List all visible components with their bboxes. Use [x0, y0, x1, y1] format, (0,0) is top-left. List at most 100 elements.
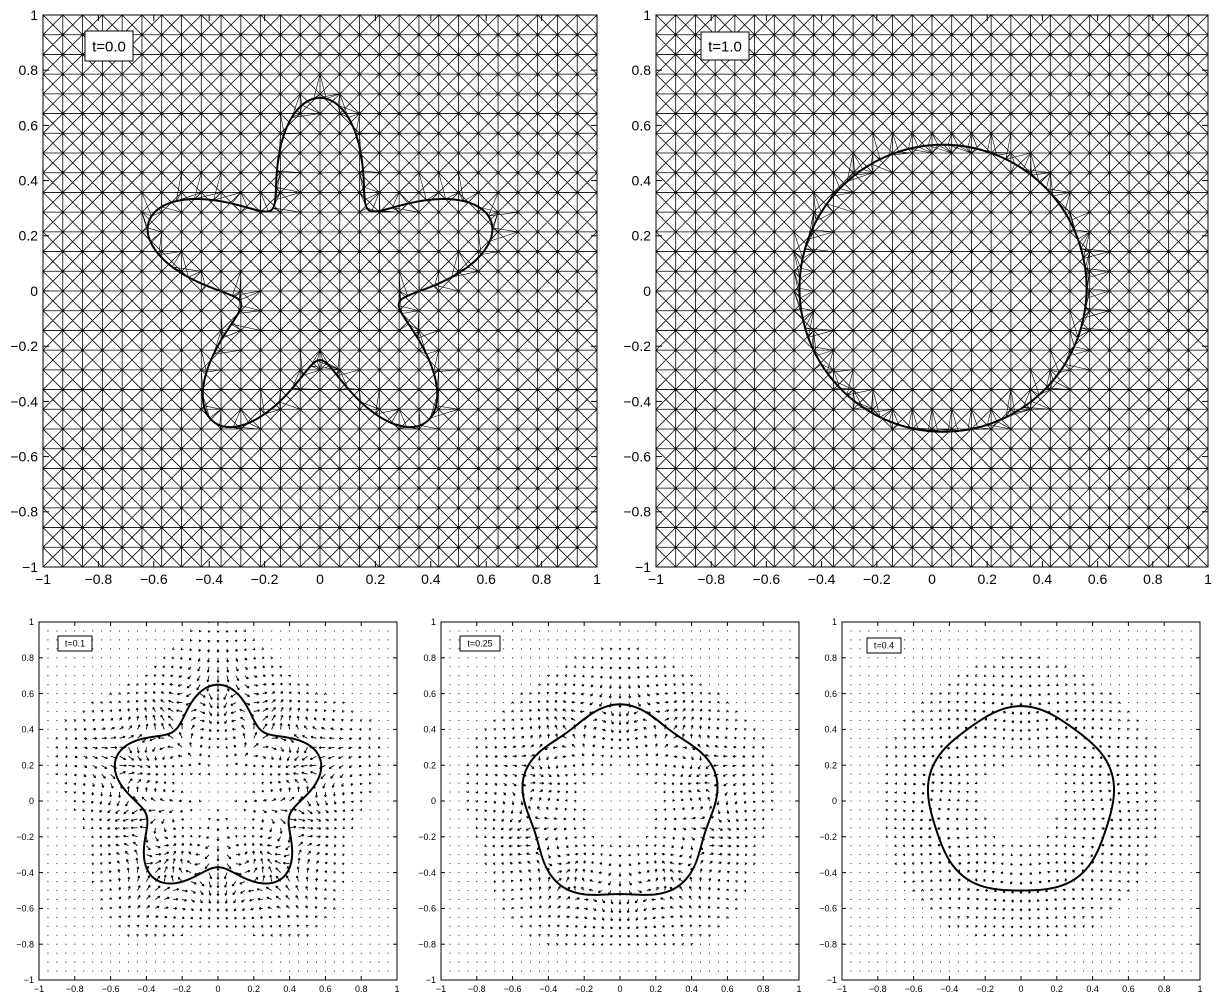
field-arrow-head: [264, 691, 268, 695]
field-dot: [700, 657, 702, 659]
field-arrow: [328, 764, 335, 769]
field-dot: [494, 907, 496, 909]
field-dot: [592, 800, 594, 802]
field-arrow-head: [633, 720, 637, 723]
field-arrow: [173, 888, 180, 891]
field-dot: [315, 943, 318, 945]
field-arrow-head: [501, 862, 504, 866]
field-arrow-head: [689, 766, 693, 770]
field-arrow-head: [254, 867, 258, 870]
field-dot: [324, 684, 326, 686]
field-dot: [476, 934, 478, 936]
field-dot: [628, 782, 630, 784]
field-arrow-head: [252, 790, 256, 794]
field-arrow-head: [147, 895, 151, 898]
x-tick-label: −0.6: [102, 984, 120, 994]
y-tick-label: −0.8: [16, 939, 34, 949]
field-dot: [735, 916, 737, 918]
field-arrow-head: [708, 887, 711, 890]
field-dot: [646, 952, 648, 954]
field-arrow-head: [167, 707, 171, 711]
field-dot: [601, 970, 603, 972]
field-arrow-head: [564, 683, 567, 687]
field-arrow-head: [171, 820, 175, 823]
field-arrow-head: [699, 758, 703, 761]
field-arrow-head: [663, 808, 667, 812]
field-dot: [127, 639, 130, 641]
field-dot: [172, 952, 174, 954]
field-arrow-head: [510, 811, 514, 814]
field-dot: [145, 648, 147, 650]
field-arrow-head: [359, 791, 363, 794]
field-dot: [351, 836, 353, 838]
field-arrow-head: [736, 862, 739, 866]
field-arrow-head: [286, 780, 289, 783]
field-arrow-head: [638, 704, 641, 707]
field-arrow-head: [726, 811, 730, 814]
field-dot: [369, 836, 371, 838]
field-dot: [65, 675, 67, 677]
field-arrow-head: [117, 860, 120, 864]
field-arrow-head: [333, 907, 336, 910]
field-arrow-head: [200, 892, 204, 896]
field-arrow-head: [639, 880, 642, 884]
field-arrow-head: [136, 683, 139, 686]
field-arrow-head: [144, 750, 148, 753]
field-dot: [628, 809, 630, 811]
field-dot: [360, 898, 362, 900]
field-dot: [360, 639, 362, 641]
field-arrow-head: [725, 802, 729, 806]
field-arrow-head: [555, 766, 559, 769]
field-arrow-head: [583, 852, 586, 856]
field-dot: [56, 961, 58, 963]
field-arrow-head: [341, 862, 345, 866]
field-arrow-head: [690, 847, 694, 851]
field-arrow: [128, 772, 135, 775]
field-arrow-head: [493, 792, 497, 795]
field-dot: [56, 675, 58, 677]
field-arrow-head: [645, 835, 649, 839]
field-dot: [610, 791, 612, 793]
field-dot: [512, 666, 514, 668]
field-arrow: [204, 854, 210, 860]
field-dot: [512, 684, 514, 686]
field-arrow-head: [158, 867, 161, 871]
field-dot: [315, 970, 318, 972]
field-arrow-head: [525, 828, 529, 831]
field-arrow-head: [727, 861, 731, 865]
field-arrow-head: [334, 818, 337, 821]
field-dot: [83, 898, 85, 900]
field-arrow-head: [546, 716, 549, 720]
field-arrow-head: [225, 649, 229, 653]
field-arrow-head: [244, 657, 248, 661]
field-dot: [583, 952, 585, 954]
field-dot: [485, 970, 487, 972]
field-arrow-head: [378, 772, 381, 776]
field-arrow-head: [561, 745, 565, 748]
field-dot: [717, 684, 719, 686]
field-arrow-head: [266, 745, 269, 749]
field-arrow-head: [91, 792, 95, 796]
field-dot: [217, 755, 219, 757]
field-dot: [351, 961, 353, 963]
field-dot: [47, 693, 49, 695]
field-arrow-head: [583, 656, 586, 659]
field-dot: [190, 961, 192, 963]
field-dot: [619, 800, 621, 802]
field-arrow-head: [157, 845, 161, 849]
field-dot: [342, 639, 344, 641]
field-dot: [119, 970, 121, 972]
field-arrow-head: [609, 853, 612, 857]
field-dot: [512, 943, 514, 945]
field-arrow-head: [274, 810, 278, 813]
field-dot: [74, 666, 76, 668]
field-arrow-head: [132, 771, 135, 775]
field-arrow-head: [153, 674, 157, 678]
field-arrow-head: [207, 639, 211, 643]
field-dot: [467, 728, 469, 730]
field-arrow-head: [520, 701, 524, 704]
field-arrow-head: [181, 842, 184, 846]
field-arrow-head: [314, 905, 318, 909]
field-arrow-head: [727, 870, 730, 874]
field-dot: [360, 630, 362, 632]
